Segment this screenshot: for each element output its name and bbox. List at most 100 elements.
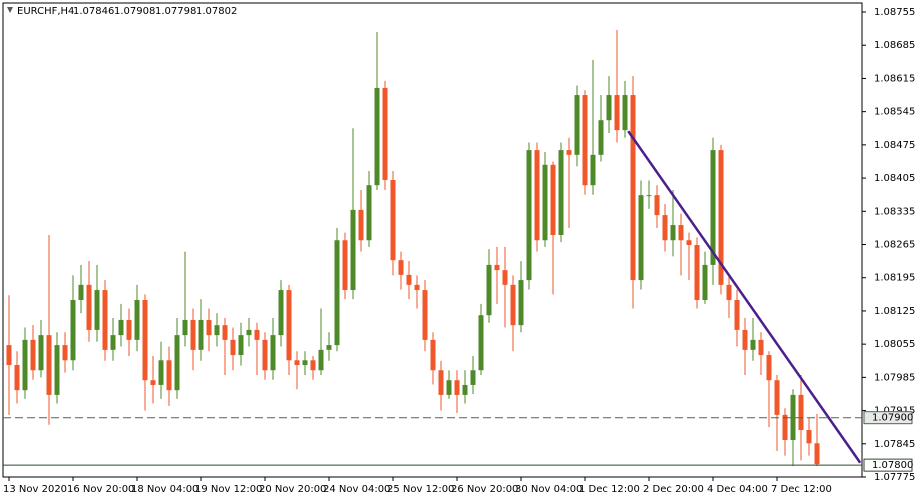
candle-body [38, 335, 44, 371]
candle-body [70, 300, 76, 361]
price-label-box [863, 411, 913, 425]
candle-body [46, 335, 52, 395]
candle-body [622, 95, 628, 131]
candle-body [174, 335, 180, 391]
candle-body [6, 345, 12, 366]
y-tick-label: 1.08125 [874, 306, 915, 317]
candle-body [750, 339, 756, 350]
candle-body [430, 339, 436, 371]
candle-body [246, 329, 252, 336]
candle-body [774, 380, 780, 415]
candle-body [646, 195, 652, 197]
candle-body [366, 185, 372, 241]
header-high: 1.07908 [114, 6, 155, 17]
candle-body [678, 225, 684, 241]
header-icon [7, 7, 13, 13]
candle-body [22, 339, 28, 391]
candle-body [158, 360, 164, 385]
candle-body [302, 360, 308, 366]
x-tick-label: 4 Dec 04:00 [707, 484, 768, 495]
x-tick-label: 19 Nov 12:00 [195, 484, 262, 495]
candle-body [206, 319, 212, 336]
candle-body [190, 319, 196, 350]
candle-body [422, 290, 428, 340]
candle-body [254, 329, 260, 340]
candle-body [702, 264, 708, 301]
candle-body [142, 300, 148, 381]
candle-body [318, 349, 324, 371]
candle-body [486, 264, 492, 316]
candle-body [270, 335, 276, 371]
candle-body [390, 179, 396, 261]
y-tick-label: 1.08615 [874, 73, 915, 84]
candle-body [574, 95, 580, 155]
y-tick-label: 1.08405 [874, 173, 915, 184]
candle-body [350, 209, 356, 291]
candle-body [454, 380, 460, 395]
candle-body [126, 319, 132, 340]
x-tick-label: 30 Nov 04:00 [515, 484, 582, 495]
candle-body [694, 244, 700, 301]
x-tick-label: 7 Dec 12:00 [771, 484, 832, 495]
candle-body [462, 384, 468, 395]
candle-body [262, 339, 268, 371]
x-tick-label: 2 Dec 20:00 [643, 484, 704, 495]
candle-body [742, 329, 748, 350]
candle-body [166, 360, 172, 391]
candle-body [558, 150, 564, 236]
candle-body [790, 394, 796, 440]
candle-body [662, 215, 668, 241]
candle-body [598, 120, 604, 155]
candle-body [238, 335, 244, 356]
candle-body [286, 290, 292, 361]
candle-body [446, 380, 452, 395]
candle-body [334, 240, 340, 346]
candle-body [342, 240, 348, 291]
candle-body [782, 414, 788, 440]
x-tick-label: 24 Nov 04:00 [323, 484, 390, 495]
candle-body [54, 345, 60, 395]
candle-body [414, 284, 420, 291]
plot-frame [2, 2, 863, 478]
candle-body [294, 360, 300, 366]
candle-body [406, 274, 412, 285]
y-tick-label: 1.07775 [874, 472, 915, 483]
candle-body [566, 150, 572, 155]
candle-body [470, 370, 476, 385]
candle-body [654, 195, 660, 216]
candle-body [398, 260, 404, 275]
candle-body [630, 95, 636, 281]
candle-body [382, 87, 388, 180]
candle-body [102, 290, 108, 350]
y-tick-label: 1.07915 [874, 406, 915, 417]
candle-body [606, 95, 612, 121]
x-tick-label: 16 Nov 20:00 [67, 484, 134, 495]
candle-body [518, 280, 524, 326]
candle-body [118, 319, 124, 336]
price-label: 1.07800 [872, 460, 913, 471]
y-tick-label: 1.08545 [874, 107, 915, 118]
candle-body [726, 284, 732, 301]
candle-body [766, 355, 772, 381]
symbol: EURCHF,H4 [17, 6, 74, 17]
candle-body [358, 209, 364, 241]
candle-body [686, 240, 692, 245]
candle-body [278, 290, 284, 336]
candle-body [14, 365, 20, 391]
candle-body [62, 345, 68, 361]
candle-body [222, 325, 228, 340]
candle-body [806, 430, 812, 444]
candle-body [670, 225, 676, 241]
y-tick-label: 1.08195 [874, 273, 915, 284]
candle-body [374, 87, 380, 186]
x-tick-label: 26 Nov 20:00 [451, 484, 518, 495]
candle-body [134, 300, 140, 340]
candle-body [814, 443, 820, 465]
candle-body [710, 150, 716, 265]
candle-body [590, 154, 596, 186]
price-label-box [863, 458, 913, 472]
y-tick-label: 1.08475 [874, 140, 915, 151]
candle-body [798, 394, 804, 431]
candle-body [214, 325, 220, 336]
